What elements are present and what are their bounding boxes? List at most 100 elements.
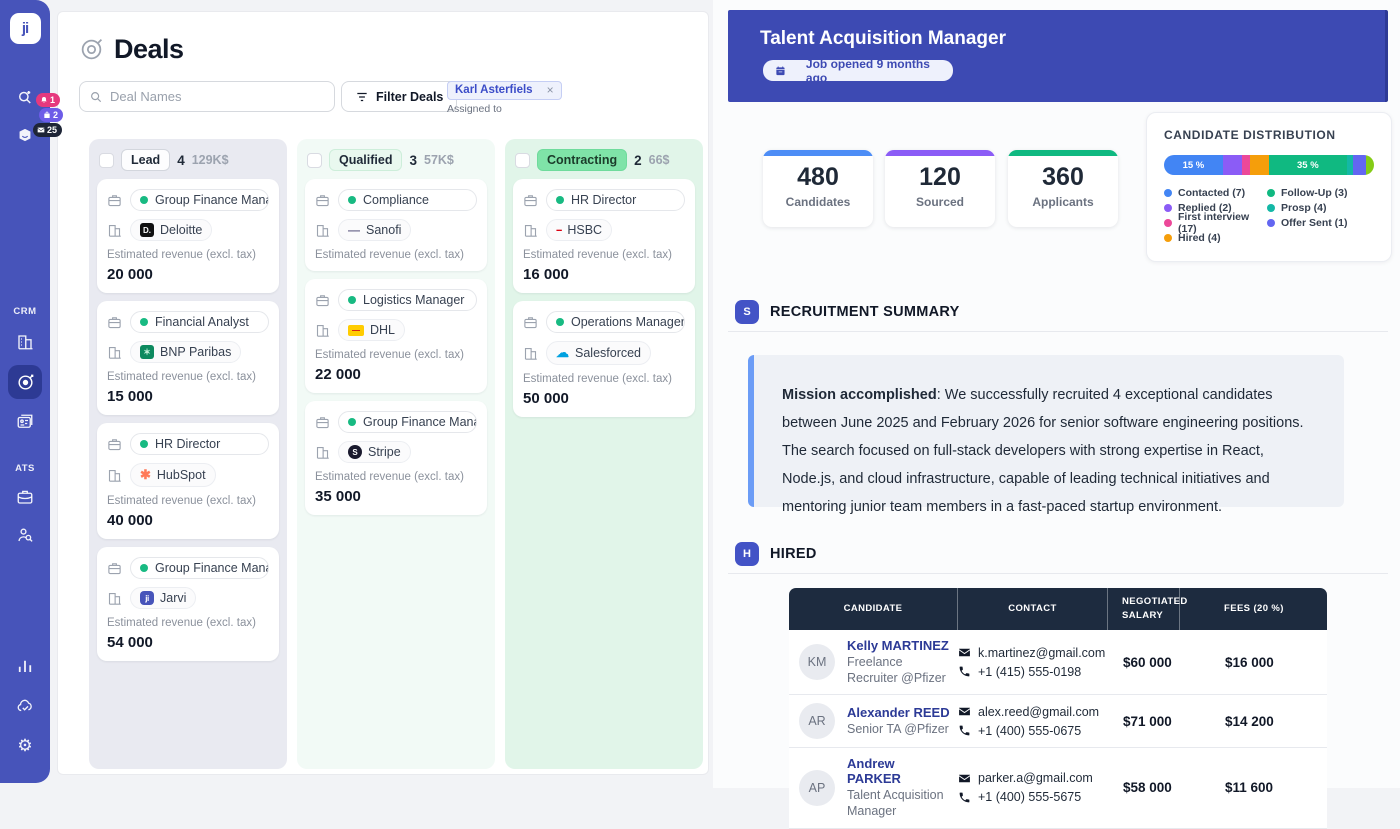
cloud-sync-icon[interactable] <box>8 691 42 721</box>
search-icon[interactable] <box>8 82 42 112</box>
status-dot <box>556 318 564 326</box>
column-header: CANDIDATE <box>789 588 958 630</box>
crm-section-label: CRM <box>13 306 37 317</box>
stat-applicants: 360 Applicants <box>1008 150 1118 227</box>
legend-item: Offer Sent (1) <box>1267 215 1374 230</box>
column-pill: Qualified <box>329 149 403 171</box>
revenue-label: Estimated revenue (excl. tax) <box>315 471 464 483</box>
company-pill: — DHL <box>338 319 406 341</box>
inbox-icon[interactable] <box>8 120 42 150</box>
stripe-logo-icon: S <box>348 445 362 459</box>
page-title: Deals <box>114 34 184 64</box>
legend-item: First interview (17) <box>1164 211 1263 235</box>
candidate-name[interactable]: Kelly MARTINEZ <box>847 638 949 653</box>
phone-icon <box>959 792 970 803</box>
messages-badge[interactable]: 25 <box>33 123 63 137</box>
candidate-role: Talent Acquisition Manager <box>847 788 944 818</box>
contact-card-icon[interactable] <box>8 407 42 437</box>
salesforce-logo-icon: ☁ <box>556 345 569 360</box>
search-icon <box>91 91 102 102</box>
stat-label: Applicants <box>1032 195 1094 209</box>
briefcase-icon <box>108 438 121 450</box>
chip-close-icon[interactable]: × <box>546 83 554 97</box>
building-icon <box>108 592 121 605</box>
deal-card[interactable]: Group Finance Manager D.Deloitte Estimat… <box>97 179 279 293</box>
notification-badge[interactable]: 1 <box>36 93 61 107</box>
legend-item: Follow-Up (3) <box>1267 185 1374 200</box>
deals-target-icon <box>81 38 103 60</box>
company-pill: ji Jarvi <box>130 587 197 609</box>
table-row[interactable]: KM Kelly MARTINEZ Freelance Recruiter @P… <box>789 630 1327 696</box>
status-dot <box>556 196 564 204</box>
candidate-email: k.martinez@gmail.com <box>978 645 1106 660</box>
briefcase-icon <box>108 316 121 328</box>
company-pill: D. Deloitte <box>130 219 213 241</box>
chip-sublabel: Assigned to <box>447 102 502 115</box>
column-checkbox[interactable] <box>515 152 530 168</box>
deal-card[interactable]: Operations Manager ☁ Salesforced Estimate… <box>513 301 695 417</box>
briefcase-icon <box>316 416 329 428</box>
stat-value: 120 <box>919 163 961 191</box>
revenue-label: Estimated revenue (excl. tax) <box>107 495 256 507</box>
company-pill: ✶ BNP Paribas <box>130 341 242 363</box>
deal-amount: 20 000 <box>107 266 153 283</box>
deal-card[interactable]: Compliance — Sanofi Estimated revenue (ex… <box>305 179 487 271</box>
hired-heading: HIRED <box>770 546 817 562</box>
target-icon <box>17 374 33 390</box>
job-pill: Operations Manager <box>546 311 685 333</box>
negotiated-salary: $71 000 <box>1123 713 1172 729</box>
legend-item: Prosp (4) <box>1267 200 1374 215</box>
bag-icon <box>44 111 50 118</box>
status-dot <box>348 418 356 426</box>
table-row[interactable]: AR Alexander REED Senior TA @Pfizer alex… <box>789 695 1327 749</box>
status-dot <box>348 196 356 204</box>
phone-icon <box>959 666 970 677</box>
sidebar-item-deals-active[interactable] <box>8 365 42 399</box>
deal-card[interactable]: Logistics Manager — DHL Estimated revenue… <box>305 279 487 393</box>
analytics-icon[interactable] <box>8 651 42 681</box>
app-logo[interactable]: ji <box>9 13 41 44</box>
deal-amount: 50 000 <box>523 390 569 407</box>
assigned-to-chip[interactable]: Karl Asterfiels × <box>447 80 562 100</box>
building-icon <box>316 446 329 459</box>
kanban-column-contracting: Contracting 2 66$ HR Director -- HSBC Est… <box>505 139 703 769</box>
legend-item: Replied (2) <box>1164 200 1263 215</box>
bar-segment <box>1346 155 1353 175</box>
deal-amount: 40 000 <box>107 512 153 529</box>
job-pill: Group Finance Manager <box>338 411 477 433</box>
tasks-badge[interactable]: 2 <box>39 108 64 122</box>
job-header-banner: Talent Acquisition Manager Job opened 9 … <box>728 10 1388 102</box>
divider <box>728 331 1388 332</box>
revenue-label: Estimated revenue (excl. tax) <box>315 349 464 361</box>
job-title: Talent Acquisition Manager <box>760 28 1006 49</box>
column-total: 57K$ <box>424 153 454 167</box>
deal-search-input[interactable] <box>110 89 325 104</box>
bar-segment <box>1222 155 1242 175</box>
deal-card[interactable]: HR Director -- HSBC Estimated revenue (ex… <box>513 179 695 293</box>
candidate-name[interactable]: Alexander REED <box>847 704 950 720</box>
briefcase-icon <box>108 194 121 206</box>
envelope-icon <box>959 774 970 783</box>
bell-icon <box>41 97 47 103</box>
jobs-briefcase-icon[interactable] <box>8 482 42 512</box>
deal-card[interactable]: HR Director ✱ HubSpot Estimated revenue (… <box>97 423 279 539</box>
filter-deals-button[interactable]: Filter Deals <box>341 81 458 112</box>
candidate-name[interactable]: Andrew PARKER <box>847 756 901 787</box>
deal-card[interactable]: Financial Analyst ✶ BNP Paribas Estimated… <box>97 301 279 415</box>
column-checkbox[interactable] <box>99 152 114 168</box>
company-pill: ☁ Salesforced <box>546 341 652 365</box>
candidate-phone: +1 (415) 555-0198 <box>978 664 1082 679</box>
table-row[interactable]: AP Andrew PARKER Talent Acquisition Mana… <box>789 748 1327 829</box>
calendar-icon <box>776 65 785 75</box>
candidate-phone: +1 (400) 555-0675 <box>978 723 1082 738</box>
column-checkbox[interactable] <box>307 152 322 168</box>
job-pill: HR Director <box>130 433 269 455</box>
jarvi-logo-icon: ji <box>140 591 154 605</box>
companies-icon[interactable] <box>8 327 42 357</box>
settings-gear-icon[interactable]: ⚙ <box>17 736 33 755</box>
candidate-search-icon[interactable] <box>8 520 42 550</box>
company-pill: — Sanofi <box>338 219 412 241</box>
deal-search[interactable] <box>79 81 335 112</box>
